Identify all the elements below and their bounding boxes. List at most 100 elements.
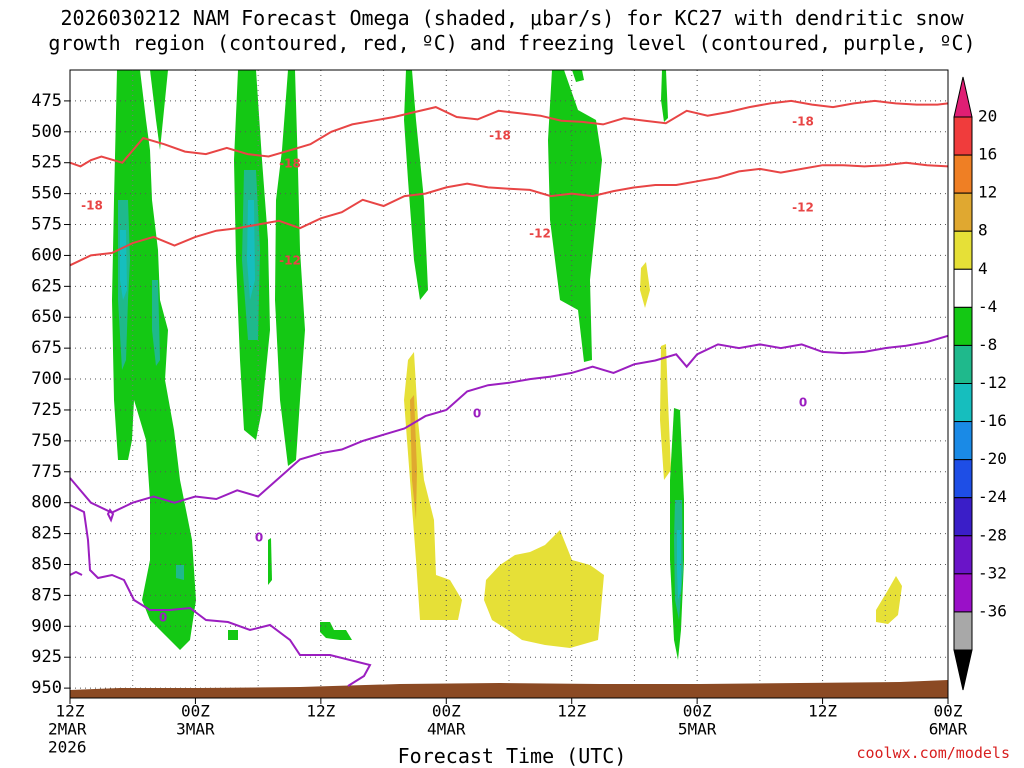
y-tick-label: 600: [31, 245, 62, 265]
colorbar-label: -28: [978, 525, 1007, 544]
colorbar-swatch: [953, 268, 973, 308]
contour-label: -12: [279, 254, 301, 268]
y-tick-label: 475: [31, 91, 62, 111]
colorbar-swatch: [953, 573, 973, 613]
colorbar-swatch: [953, 421, 973, 461]
y-tick-label: 700: [31, 369, 62, 389]
omega-area: [228, 630, 238, 640]
colorbar-swatch: [953, 306, 973, 346]
x-tick-label: 00Z: [181, 702, 210, 721]
chart-title-line1: 2026030212 NAM Forecast Omega (shaded, μ…: [60, 6, 964, 30]
omega-area: [404, 70, 428, 300]
contour-label: 0: [159, 611, 167, 625]
omega-area: [320, 622, 352, 640]
y-tick-label: 650: [31, 307, 62, 327]
contour-line-loop: [106, 508, 115, 523]
temperature-contours: [69, 99, 949, 687]
colorbar-label: -36: [978, 601, 1007, 620]
ground-below-surface: [70, 680, 948, 698]
colorbar-swatch: [953, 611, 973, 651]
omega-core: [176, 565, 184, 580]
omega-area: [484, 530, 604, 648]
contour-label: 0: [473, 407, 481, 421]
colorbar-bottom-triangle: [953, 649, 973, 691]
x-tick-label: 12Z: [808, 702, 837, 721]
y-tick-label: 675: [31, 338, 62, 358]
colorbar-label: -20: [978, 449, 1007, 468]
x-tick-label: 2MAR: [48, 720, 87, 739]
credit-text: coolwx.com/models: [856, 744, 1010, 762]
colorbar-top-triangle: [953, 76, 973, 118]
y-tick-label: 800: [31, 493, 62, 513]
x-tick-label: 4MAR: [427, 720, 466, 739]
x-axis-title: Forecast Time (UTC): [397, 744, 627, 768]
y-axis-pressure: 475 500 525 550 575 600 625 650 675 700 725 750 775 8…: [31, 91, 70, 698]
contour-label: -12: [529, 227, 551, 241]
x-tick-label: 5MAR: [678, 720, 717, 739]
colorbar-label: -12: [978, 373, 1007, 392]
omega-area: [548, 70, 602, 362]
contour-label: -18: [489, 129, 511, 143]
y-tick-label: 775: [31, 462, 62, 482]
x-tick-label: 00Z: [432, 702, 461, 721]
contour-line-loop: [69, 570, 83, 576]
x-tick-label: 00Z: [683, 702, 712, 721]
y-tick-label: 925: [31, 647, 62, 667]
omega-area: [660, 344, 671, 480]
colorbar-label: 20: [978, 107, 997, 126]
y-tick-label: 850: [31, 554, 62, 574]
y-tick-label: 875: [31, 585, 62, 605]
colorbar-label: -24: [978, 487, 1007, 506]
colorbar-label: -4: [978, 297, 997, 316]
colorbar: 20 16 12 8 4 -4 -8 -12 -16 -20 -24 -28 -32 -36: [953, 76, 1007, 691]
contour-line-2: [69, 334, 949, 514]
colorbar-label: 4: [978, 259, 988, 278]
x-tick-label: 00Z: [934, 702, 963, 721]
y-tick-label: 900: [31, 616, 62, 636]
y-tick-label: 750: [31, 431, 62, 451]
colorbar-label: -8: [978, 335, 997, 354]
plot-frame: [69, 69, 949, 699]
omega-area: [404, 352, 462, 620]
y-tick-label: 825: [31, 524, 62, 544]
colorbar-label: 8: [978, 221, 988, 240]
colorbar-swatch: [953, 116, 973, 156]
y-tick-label: 525: [31, 153, 62, 173]
omega-core: [152, 280, 160, 366]
contour-labels: -18 -18 -18 -18 -12 -12 -12 0 0 0 0: [81, 115, 814, 625]
omega-shading: [112, 70, 902, 660]
omega-area: [410, 395, 417, 520]
colorbar-swatch: [953, 383, 973, 423]
y-tick-label: 725: [31, 400, 62, 420]
x-tick-label: 6MAR: [929, 720, 968, 739]
contour-label: -18: [81, 199, 103, 213]
contour-label: 0: [255, 531, 263, 545]
contour-label: 0: [799, 396, 807, 410]
omega-area: [661, 70, 668, 122]
colorbar-swatch: [953, 230, 973, 270]
contour-line-loop: [69, 504, 372, 687]
colorbar-label: 12: [978, 183, 997, 202]
colorbar-swatch: [953, 154, 973, 194]
colorbar-swatch: [953, 535, 973, 575]
colorbar-swatch: [953, 497, 973, 537]
contour-line-1: [69, 161, 949, 267]
y-tick-label: 550: [31, 184, 62, 204]
colorbar-swatch: [953, 459, 973, 499]
omega-area: [150, 70, 168, 150]
colorbar-label: -32: [978, 563, 1007, 582]
omega-area: [640, 262, 650, 308]
omega-area: [268, 538, 272, 585]
omega-area: [876, 576, 902, 624]
omega-area: [275, 70, 305, 466]
chart-title-line2: growth region (contoured, red, ºC) and f…: [48, 31, 976, 55]
omega-area: [572, 70, 584, 82]
x-tick-label: 2026: [48, 738, 87, 757]
colorbar-swatch: [953, 344, 973, 384]
x-tick-label: 3MAR: [176, 720, 215, 739]
y-tick-label: 950: [31, 678, 62, 698]
y-tick-label: 575: [31, 215, 62, 235]
contour-label: -18: [792, 115, 814, 129]
